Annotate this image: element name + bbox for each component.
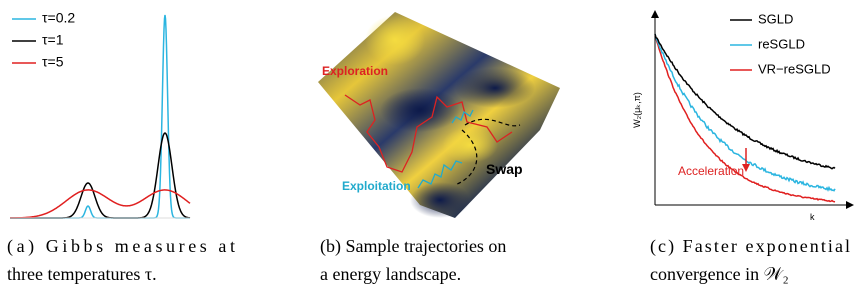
panel-a (10, 15, 190, 218)
density-curve (10, 190, 190, 218)
density-curve (10, 133, 190, 218)
caption: (c) Faster exponential (650, 236, 850, 257)
caption: convergence in 𝒲₂ (650, 264, 789, 284)
legend-label: τ=0.2 (42, 10, 75, 26)
figure: τ=0.2 τ=1 τ=5 Exploration Exploitation S… (0, 0, 856, 291)
caption: (b) Sample trajectories on (320, 236, 506, 257)
panel-c (651, 10, 854, 209)
y-arrow (651, 10, 659, 18)
convergence-curve (655, 34, 835, 169)
hill (365, 15, 425, 65)
hill (442, 127, 498, 163)
caption: (a) Gibbs measures at (7, 236, 235, 257)
annotation: Exploitation (342, 179, 411, 193)
valley (455, 68, 535, 108)
y-axis-label: W₂(μₖ,π) (632, 92, 642, 128)
annotation: Swap (486, 161, 523, 177)
caption: three temperatures τ. (7, 264, 157, 284)
legend-label: τ=1 (42, 32, 64, 48)
x-arrow (846, 201, 854, 209)
legend-label: SGLD (758, 11, 793, 26)
density-curve (10, 15, 190, 218)
caption: a energy landscape. (320, 264, 461, 284)
x-axis-label: k (810, 212, 815, 222)
legend-label: VR−reSGLD (758, 61, 831, 76)
legend-label: τ=5 (42, 54, 64, 70)
legend-label: reSGLD (758, 36, 805, 51)
annotation: Acceleration (678, 164, 744, 178)
annotation: Exploration (322, 64, 388, 78)
